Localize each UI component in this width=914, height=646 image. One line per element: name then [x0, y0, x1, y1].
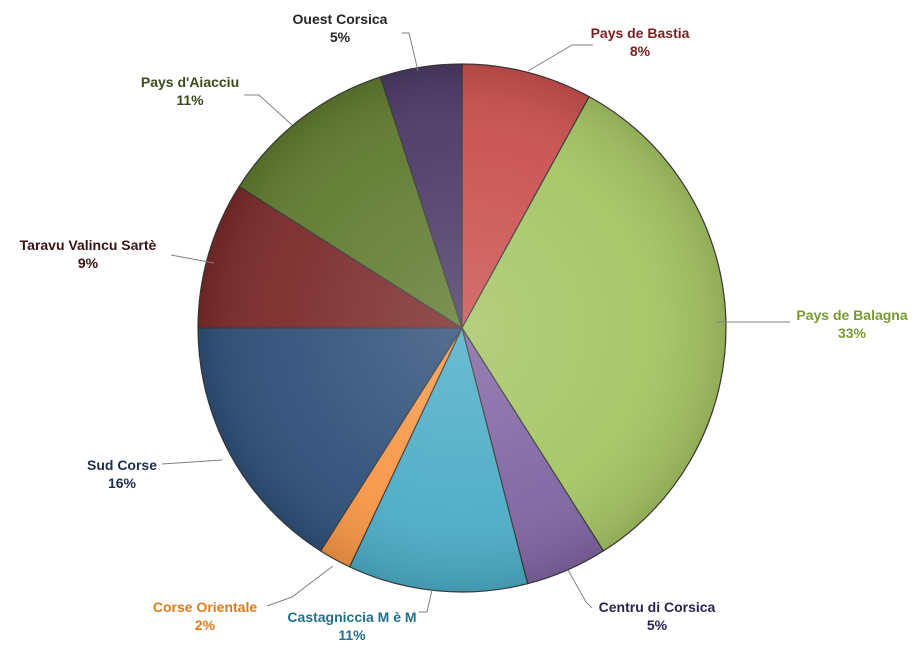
- slice-label-percent: 5%: [330, 29, 351, 45]
- leader-line: [161, 459, 223, 465]
- slice-label-percent: 5%: [647, 617, 668, 633]
- slice-label: Pays de Balagna 33%: [796, 307, 907, 341]
- slice-label: Centru di Corsica 5%: [599, 599, 716, 633]
- leader-line: [527, 44, 593, 72]
- slice-label: Pays de Bastia 8%: [591, 25, 690, 59]
- slice-label-name: Pays de Bastia: [591, 25, 690, 41]
- pie-slices: [197, 63, 727, 593]
- leader-lines: [161, 32, 790, 613]
- leader-line: [567, 569, 593, 609]
- slice-label-name: Corse Orientale: [153, 599, 257, 615]
- leader-line: [402, 32, 419, 72]
- slice-label: Sud Corse 16%: [87, 457, 157, 491]
- slice-label-percent: 11%: [176, 92, 204, 108]
- slice-label-percent: 8%: [630, 43, 651, 59]
- slice-label: Ouest Corsica 5%: [293, 11, 388, 45]
- slice-label: Pays d'Aiacciu 11%: [141, 74, 239, 108]
- leader-line: [266, 565, 334, 607]
- slice-label-percent: 33%: [838, 325, 867, 341]
- slice-label: Taravu Valincu Sartè 9%: [20, 237, 157, 271]
- slice-label-name: Sud Corse: [87, 457, 157, 473]
- slice-label-name: Castagniccia M è M: [287, 609, 416, 625]
- slice-label-percent: 9%: [78, 255, 99, 271]
- slice-label-percent: 2%: [195, 617, 216, 633]
- slice-label-name: Pays d'Aiacciu: [141, 74, 239, 90]
- leader-line: [419, 589, 433, 613]
- leader-line: [244, 94, 293, 126]
- leader-line: [170, 254, 215, 264]
- slice-labels: Pays de Bastia 8% Pays de Balagna 33% Centru…: [20, 11, 908, 643]
- slice-label-name: Pays de Balagna: [796, 307, 907, 323]
- slice-label-name: Ouest Corsica: [293, 11, 388, 27]
- slice-label: Corse Orientale 2%: [153, 599, 257, 633]
- slice-label-percent: 16%: [108, 475, 137, 491]
- slice-label-name: Taravu Valincu Sartè: [20, 237, 157, 253]
- slice-label: Castagniccia M è M 11%: [287, 609, 416, 643]
- slice-label-name: Centru di Corsica: [599, 599, 716, 615]
- slice-label-percent: 11%: [338, 627, 366, 643]
